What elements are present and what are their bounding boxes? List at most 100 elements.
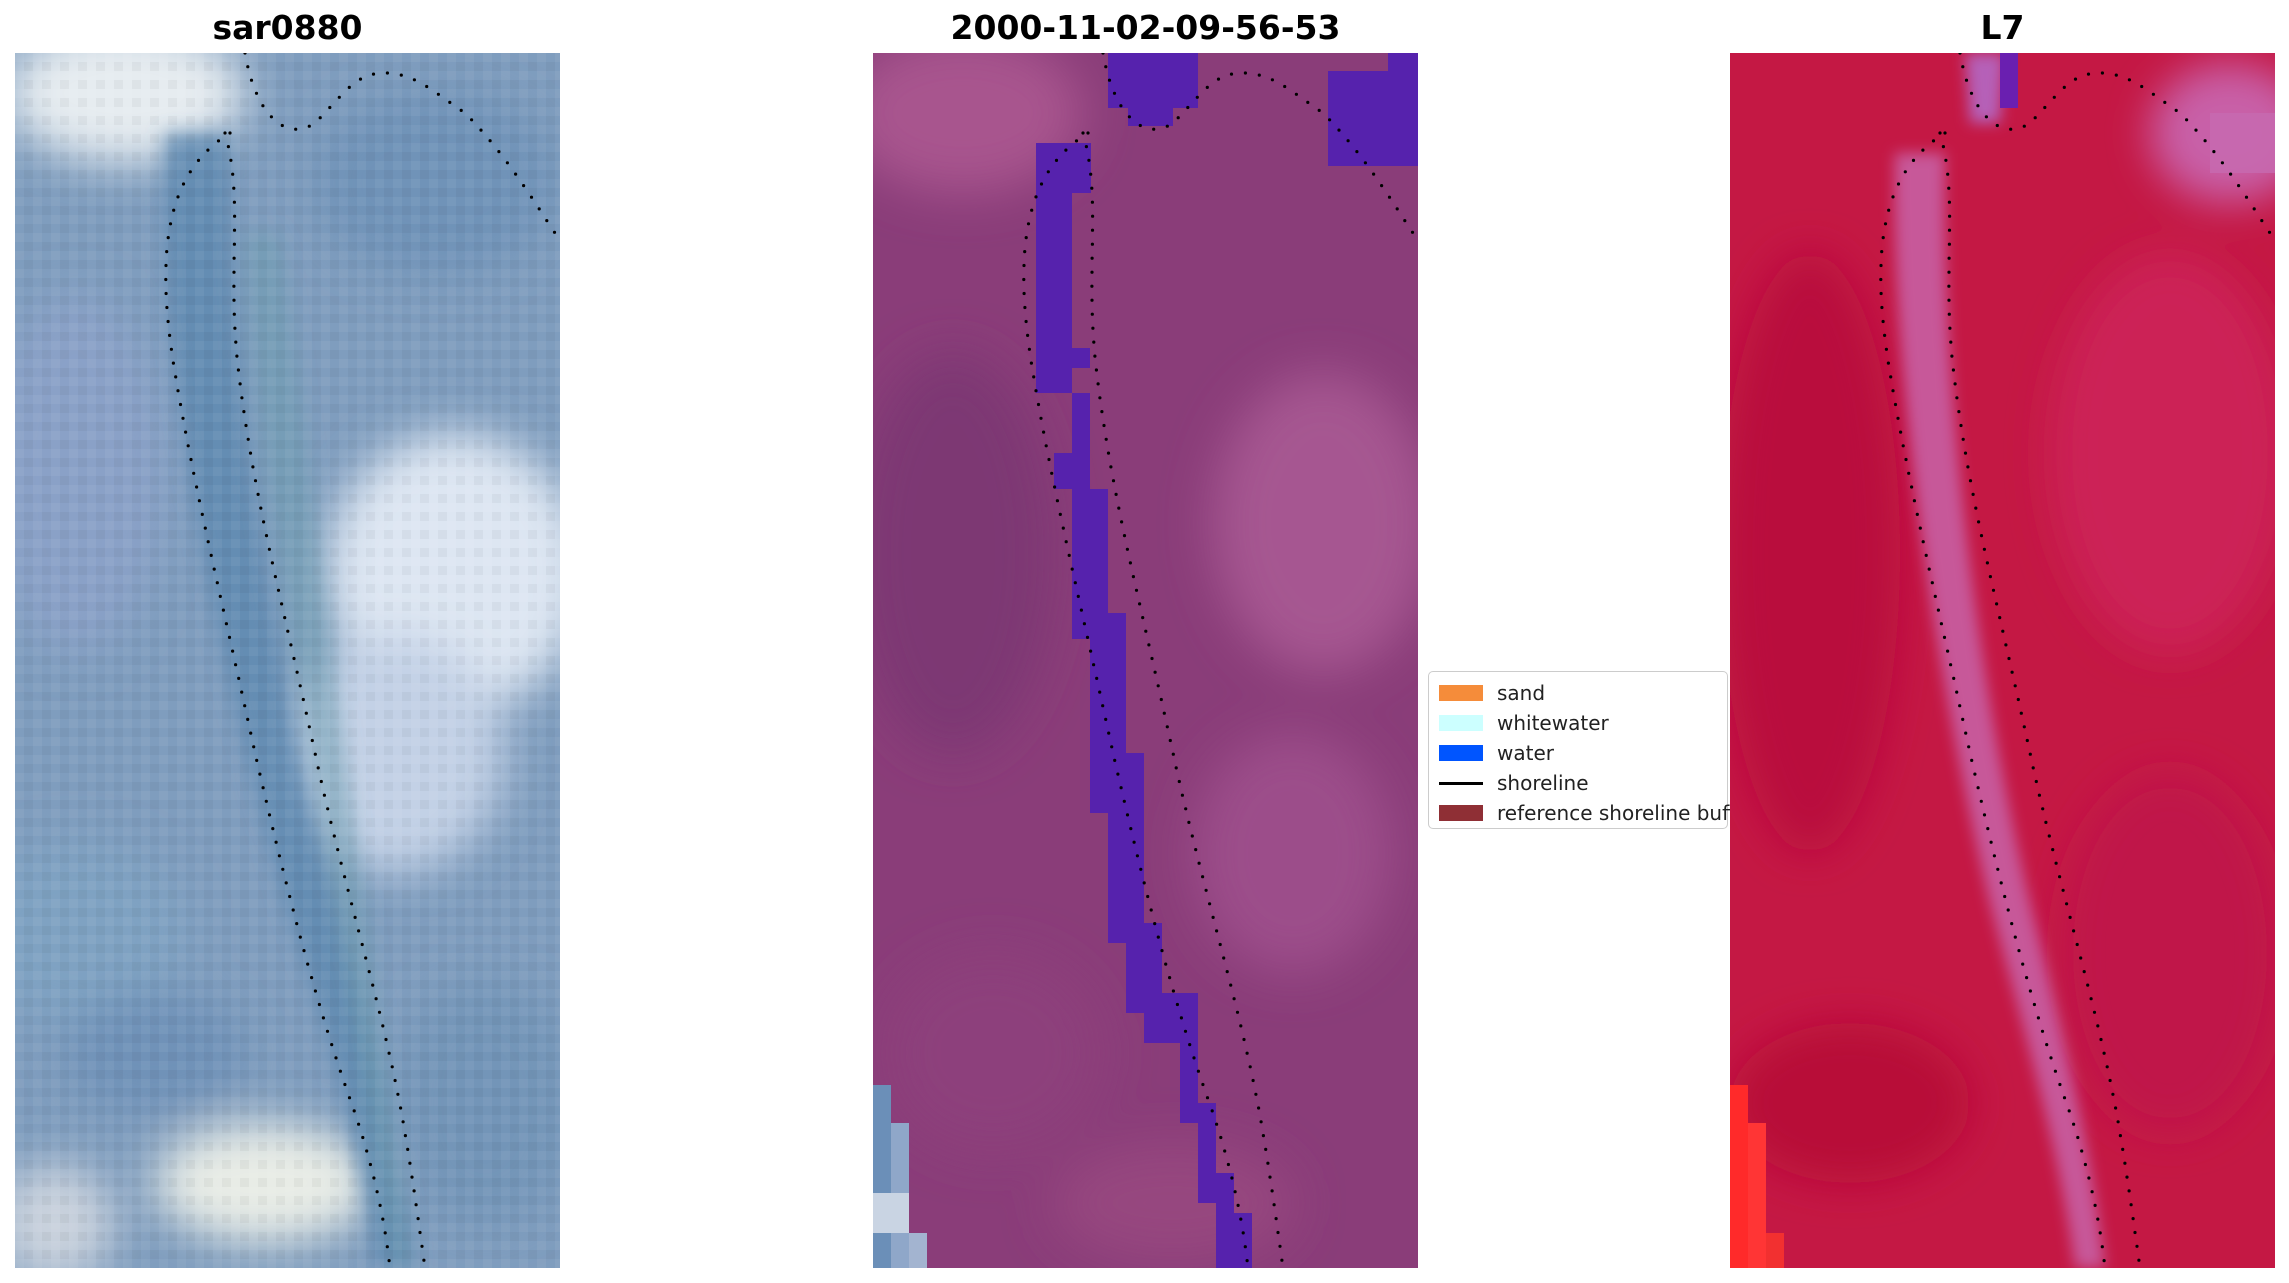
shoreline-point — [2127, 78, 2131, 82]
shoreline-point — [383, 1231, 387, 1235]
shoreline-point — [1094, 368, 1098, 372]
shoreline-point — [1117, 506, 1121, 510]
shoreline-point — [1090, 270, 1094, 274]
shoreline-point — [295, 922, 299, 926]
shoreline-point — [2079, 956, 2083, 960]
shoreline-point — [1104, 437, 1108, 441]
shoreline-point — [209, 553, 213, 557]
shoreline-point — [2237, 184, 2241, 188]
shoreline-point — [1883, 222, 1888, 226]
shoreline-point — [1879, 263, 1883, 268]
shoreline-point — [1969, 91, 1974, 95]
shoreline-point — [223, 131, 227, 135]
shoreline-point — [2062, 1096, 2067, 1100]
shoreline-point — [176, 195, 180, 199]
shoreline-point — [334, 1056, 338, 1060]
shoreline-point — [2137, 1258, 2141, 1262]
panel-title-nir: L7 — [1980, 8, 2025, 47]
shoreline-point — [277, 854, 281, 858]
shoreline-point — [1884, 347, 1888, 351]
shoreline-point — [227, 635, 232, 640]
shoreline-point — [1985, 561, 1989, 565]
shoreline-point — [357, 1122, 361, 1126]
shoreline-point — [1966, 465, 1970, 469]
shoreline-point — [1112, 91, 1117, 95]
shoreline-point — [375, 1190, 379, 1194]
shoreline-point — [169, 347, 173, 351]
shoreline-point — [168, 333, 172, 337]
shoreline-point — [1076, 594, 1080, 599]
shoreline-point — [203, 526, 207, 530]
shoreline-point — [1135, 854, 1139, 858]
shoreline-point — [1887, 208, 1891, 212]
shoreline-point — [271, 827, 275, 831]
shoreline-point — [1156, 684, 1160, 688]
shoreline-point — [2135, 1244, 2139, 1248]
shoreline-point — [195, 485, 199, 489]
shoreline-point — [1087, 158, 1091, 162]
shoreline-point — [2040, 1029, 2045, 1033]
shoreline-point — [1034, 389, 1038, 393]
shoreline-point — [425, 84, 429, 89]
shoreline-point — [318, 116, 322, 120]
shoreline-point — [1268, 1175, 1272, 1179]
shoreline-point — [270, 561, 274, 565]
shoreline-point — [1113, 758, 1117, 763]
shoreline-point — [280, 123, 284, 128]
shoreline-point — [235, 354, 239, 358]
shoreline-point — [1947, 186, 1951, 190]
shoreline-point — [232, 298, 236, 302]
shoreline-point — [1047, 457, 1051, 462]
shoreline-point — [385, 71, 389, 75]
shoreline-point — [2049, 1056, 2053, 1060]
shoreline-point — [1064, 148, 1068, 152]
shoreline-point — [2003, 894, 2007, 899]
shoreline-point — [2028, 752, 2032, 756]
shoreline-point — [1034, 195, 1038, 199]
shoreline-point — [269, 115, 273, 119]
shoreline-point — [1270, 78, 1274, 82]
shoreline-point — [2114, 1106, 2118, 1110]
shoreline-point — [2028, 989, 2032, 993]
shoreline-point — [1891, 389, 1895, 393]
shoreline-point — [2123, 1161, 2127, 1165]
shoreline-point — [1274, 1217, 1278, 1221]
shoreline-point — [1144, 629, 1148, 633]
shoreline-point — [2244, 195, 2249, 199]
shoreline-point — [2013, 935, 2017, 939]
shoreline-point — [1264, 1147, 1268, 1151]
shoreline-point — [1317, 108, 1321, 112]
shoreline-point — [1175, 1002, 1179, 1007]
shoreline-point — [401, 1120, 405, 1124]
shoreline-point — [343, 875, 347, 879]
shoreline-point — [1988, 575, 1992, 579]
shoreline-point — [1294, 92, 1298, 96]
shoreline-point — [212, 567, 216, 571]
shoreline-point — [2118, 1134, 2122, 1138]
shoreline-point — [1164, 962, 1168, 966]
shoreline-point — [2086, 983, 2090, 987]
shoreline-points — [164, 53, 557, 1263]
shoreline-point — [1283, 84, 1287, 89]
shoreline-point — [1090, 284, 1094, 288]
shoreline-point — [2212, 150, 2216, 154]
shoreline-point — [1248, 1065, 1252, 1069]
shoreline-point — [2260, 219, 2264, 223]
shoreline-point — [1096, 382, 1100, 386]
shoreline-point — [307, 124, 311, 128]
shoreline-point — [322, 793, 326, 797]
shoreline-point — [1927, 567, 1931, 571]
shoreline-point — [200, 512, 204, 516]
shoreline-point — [1176, 116, 1180, 120]
shoreline-point — [1957, 410, 1961, 414]
shoreline-point — [403, 1134, 407, 1138]
shoreline-point — [2067, 1109, 2071, 1113]
shoreline-point — [1946, 172, 1950, 176]
shoreline-point — [1915, 512, 1919, 516]
shoreline-point — [1245, 1051, 1249, 1055]
shoreline-point — [1953, 382, 1957, 386]
shoreline-point — [221, 608, 225, 612]
shoreline-point — [1093, 354, 1097, 358]
shoreline-point — [2102, 1051, 2106, 1055]
shoreline-point — [1982, 813, 1987, 817]
